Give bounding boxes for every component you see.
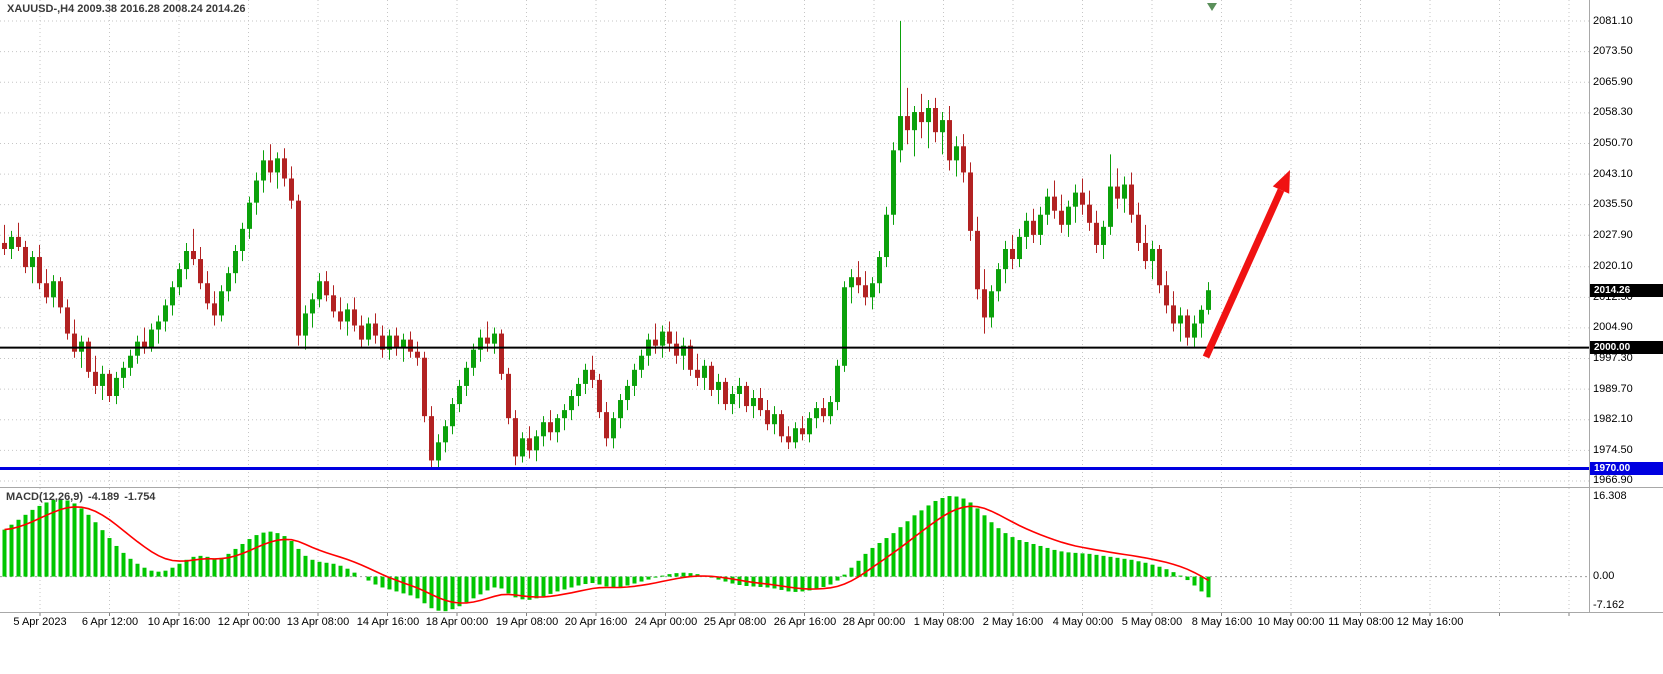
time-axis-label: 12 May 16:00 <box>1396 616 1464 628</box>
price-axis-label: 2035.50 <box>1593 198 1633 210</box>
price-axis-label: 2050.70 <box>1593 137 1633 149</box>
time-axis-label: 25 Apr 08:00 <box>703 616 767 628</box>
price-axis-label: 2065.90 <box>1593 76 1633 88</box>
time-axis-label: 4 May 00:00 <box>1052 616 1114 628</box>
price-badge-level: 1970.00 <box>1590 462 1663 475</box>
time-axis-label: 10 Apr 16:00 <box>147 616 211 628</box>
price-axis-label: 2073.50 <box>1593 45 1633 57</box>
price-axis-label: 2043.10 <box>1593 168 1633 180</box>
macd-axis-label: 16.308 <box>1593 490 1627 502</box>
price-badge-level: 2000.00 <box>1590 341 1663 354</box>
grid-lines <box>0 0 1589 612</box>
time-axis-label: 5 Apr 2023 <box>13 616 67 628</box>
macd-axis-label: -7.162 <box>1593 599 1625 611</box>
macd-main-value: -4.189 <box>88 491 120 503</box>
price-axis-label: 2027.90 <box>1593 229 1633 241</box>
price-axis-label: 1974.50 <box>1593 444 1633 456</box>
time-axis-label: 6 Apr 12:00 <box>81 616 139 628</box>
price-axis-label: 2081.10 <box>1593 15 1633 27</box>
macd-signal-value: -1.754 <box>124 491 156 503</box>
time-axis-label: 28 Apr 00:00 <box>842 616 906 628</box>
price-axis-label: 1966.90 <box>1593 474 1633 486</box>
price-axis-label: 2020.10 <box>1593 260 1633 272</box>
time-axis-label: 5 May 08:00 <box>1121 616 1183 628</box>
chart-shift-marker-icon[interactable] <box>1207 3 1217 11</box>
ohlc-header: XAUUSD-,H4 2009.38 2016.28 2008.24 2014.… <box>7 3 246 15</box>
price-level-lines[interactable] <box>0 346 1589 471</box>
time-axis-label: 19 Apr 08:00 <box>495 616 559 628</box>
time-axis-label: 8 May 16:00 <box>1191 616 1253 628</box>
time-axis-label: 24 Apr 00:00 <box>634 616 698 628</box>
macd-indicator-label: MACD(12,26,9) -4.189 -1.754 <box>6 491 160 503</box>
macd-name: MACD(12,26,9) <box>6 491 84 503</box>
candlestick-series[interactable] <box>2 21 1211 470</box>
time-axis-label: 20 Apr 16:00 <box>564 616 628 628</box>
time-axis-label: 11 May 08:00 <box>1328 616 1394 628</box>
pane-separators[interactable] <box>0 0 1663 616</box>
time-axis-label: 13 Apr 08:00 <box>286 616 350 628</box>
time-axis-label: 14 Apr 16:00 <box>356 616 420 628</box>
price-axis-label: 1989.70 <box>1593 383 1633 395</box>
time-axis-label: 1 May 08:00 <box>913 616 975 628</box>
time-axis-label: 18 Apr 00:00 <box>425 616 489 628</box>
macd-signal-line <box>4 505 1209 604</box>
time-axis-label: 26 Apr 16:00 <box>773 616 837 628</box>
trend-arrow[interactable] <box>1202 170 1290 359</box>
macd-axis-label: 0.00 <box>1593 570 1615 582</box>
price-axis-label: 2058.30 <box>1593 106 1633 118</box>
price-badge-current: 2014.26 <box>1590 284 1663 297</box>
time-axis-label: 12 Apr 00:00 <box>217 616 281 628</box>
price-axis-label: 1997.30 <box>1593 352 1633 364</box>
macd-histogram <box>2 496 1211 612</box>
price-axis-label: 2004.90 <box>1593 321 1633 333</box>
time-axis-label: 2 May 16:00 <box>982 616 1044 628</box>
price-axis-label: 1982.10 <box>1593 413 1633 425</box>
time-axis-label: 10 May 00:00 <box>1257 616 1325 628</box>
